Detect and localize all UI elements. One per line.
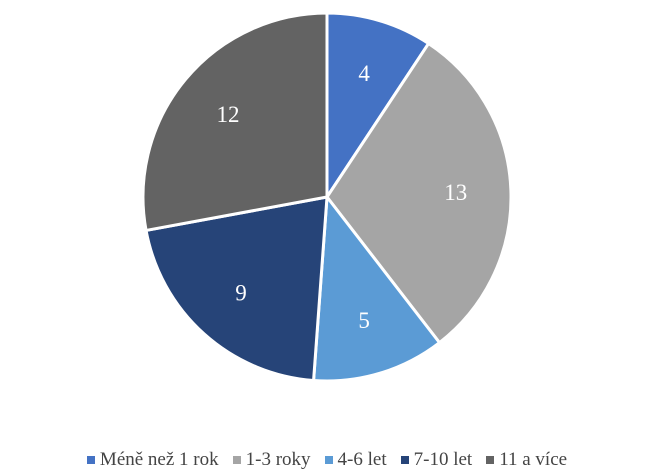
data-label-3: 9 (235, 280, 247, 305)
pie-slice-1 (325, 41, 513, 345)
legend-item-mene-nez-1-rok: Méně než 1 rok (86, 448, 219, 472)
data-label-1: 13 (444, 180, 467, 205)
legend-swatch-3 (400, 456, 409, 464)
pie-slice-2 (311, 192, 442, 383)
legend-label-0: Méně než 1 rok (99, 449, 219, 470)
data-label-0: 4 (358, 61, 370, 86)
legend-item-4-6-let: 4-6 let (324, 448, 387, 472)
legend-swatch-4 (486, 456, 495, 464)
legend-item-11-a-vice: 11 a více (486, 448, 567, 472)
legend-item-7-10-let: 7-10 let (400, 448, 473, 472)
pie-data-labels: 4 13 5 9 12 (217, 61, 468, 333)
data-label-2: 5 (358, 308, 370, 333)
pie-slice-4 (141, 11, 329, 233)
legend-label-4: 11 a více (499, 449, 568, 470)
legend-label-3: 7-10 let (413, 449, 473, 470)
legend-swatch-0 (86, 456, 95, 464)
pie-slice-3 (144, 195, 329, 383)
pie-slice-0 (325, 11, 431, 202)
legend-swatch-2 (324, 456, 333, 464)
legend-item-1-3-roky: 1-3 roky (232, 448, 311, 472)
legend-label-2: 4-6 let (337, 449, 387, 470)
data-label-4: 12 (217, 102, 240, 127)
legend: Méně než 1 rok 1-3 roky 4-6 let 7-10 let… (0, 448, 654, 472)
legend-label-1: 1-3 roky (245, 449, 311, 470)
legend-swatch-1 (232, 456, 241, 464)
pie-slices (141, 11, 513, 383)
